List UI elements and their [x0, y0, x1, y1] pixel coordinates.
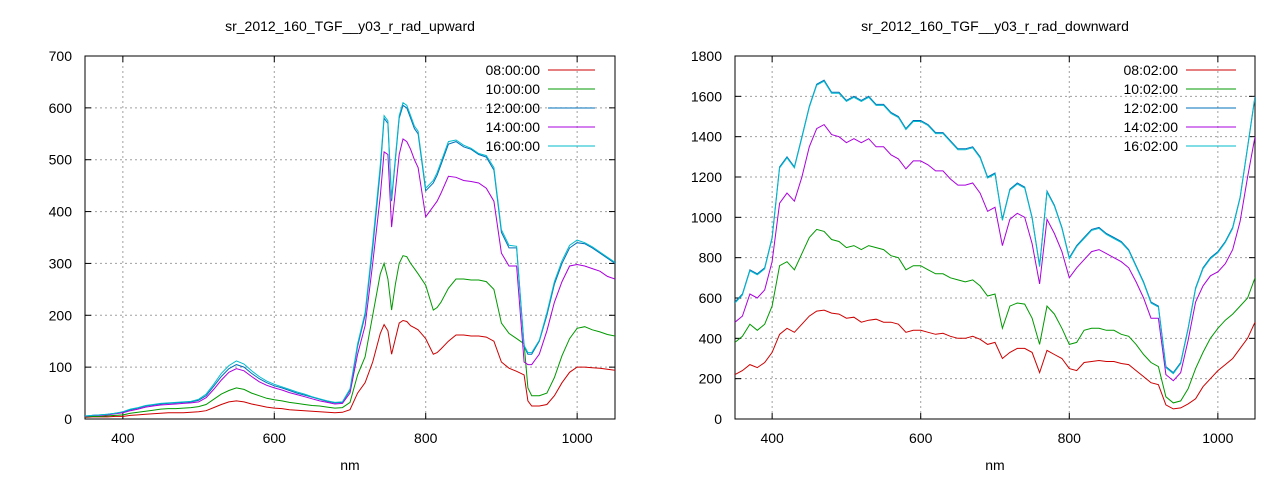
series-line-140200 [735, 123, 1255, 382]
legend-label: 10:00:00 [486, 81, 541, 97]
legend-label: 16:02:00 [1124, 138, 1179, 154]
series-line-100200 [735, 228, 1255, 404]
x-tick-label: 1000 [562, 430, 593, 446]
grid-lines [85, 56, 615, 419]
y-tick-label: 100 [49, 359, 73, 375]
x-tick-label: 600 [263, 430, 287, 446]
y-tick-label: 0 [64, 411, 72, 427]
legend-label: 12:00:00 [486, 100, 541, 116]
plot-frame [84, 55, 616, 420]
y-tick-label: 300 [49, 255, 73, 271]
x-tick-label: 1000 [1202, 430, 1233, 446]
y-tick-label: 0 [714, 411, 722, 427]
x-axis-label: nm [985, 457, 1004, 473]
series-line-160000 [85, 101, 615, 417]
y-tick-label: 1600 [691, 88, 722, 104]
y-tick-label: 700 [49, 48, 73, 64]
y-tick-label: 500 [49, 152, 73, 168]
y-tick-label: 1200 [691, 169, 722, 185]
legend-label: 14:00:00 [486, 119, 541, 135]
series-line-080200 [735, 309, 1255, 410]
legend-label: 14:02:00 [1124, 119, 1179, 135]
series-line-140000 [85, 138, 615, 417]
series-line-120200 [735, 79, 1255, 374]
series-line-080000 [85, 319, 615, 418]
legend-label: 08:02:00 [1124, 62, 1179, 78]
y-tick-label: 400 [699, 330, 723, 346]
legend-label: 08:00:00 [486, 62, 541, 78]
chart-panel-downward: sr_2012_160_TGF__y03_r_rad_downward 400 60… [691, 18, 1256, 473]
x-tick-label: 600 [909, 430, 933, 446]
y-tick-label: 400 [49, 204, 73, 220]
y-tick-label: 600 [699, 290, 723, 306]
y-tick-label: 800 [699, 250, 723, 266]
legend-label: 12:02:00 [1124, 100, 1179, 116]
x-tick-label: 400 [760, 430, 784, 446]
chart-title: sr_2012_160_TGF__y03_r_rad_downward [861, 18, 1129, 34]
x-axis-label: nm [340, 457, 359, 473]
legend-label: 10:02:00 [1124, 81, 1179, 97]
x-tick-label: 400 [111, 430, 135, 446]
y-tick-label: 1400 [691, 129, 722, 145]
series-line-100000 [85, 255, 615, 418]
chart-panel-upward: sr_2012_160_TGF__y03_r_rad_upward 400 600 8… [49, 18, 616, 473]
y-tick-label: 200 [699, 371, 723, 387]
x-tick-label: 800 [1058, 430, 1082, 446]
legend-label: 16:00:00 [486, 138, 541, 154]
y-tick-label: 200 [49, 307, 73, 323]
series-line-160200 [735, 80, 1255, 375]
y-tick-label: 1000 [691, 209, 722, 225]
y-tick-label: 600 [49, 100, 73, 116]
x-tick-label: 800 [414, 430, 438, 446]
plot-frame [734, 55, 1256, 420]
chart-title: sr_2012_160_TGF__y03_r_rad_upward [225, 18, 475, 34]
y-tick-label: 1800 [691, 48, 722, 64]
